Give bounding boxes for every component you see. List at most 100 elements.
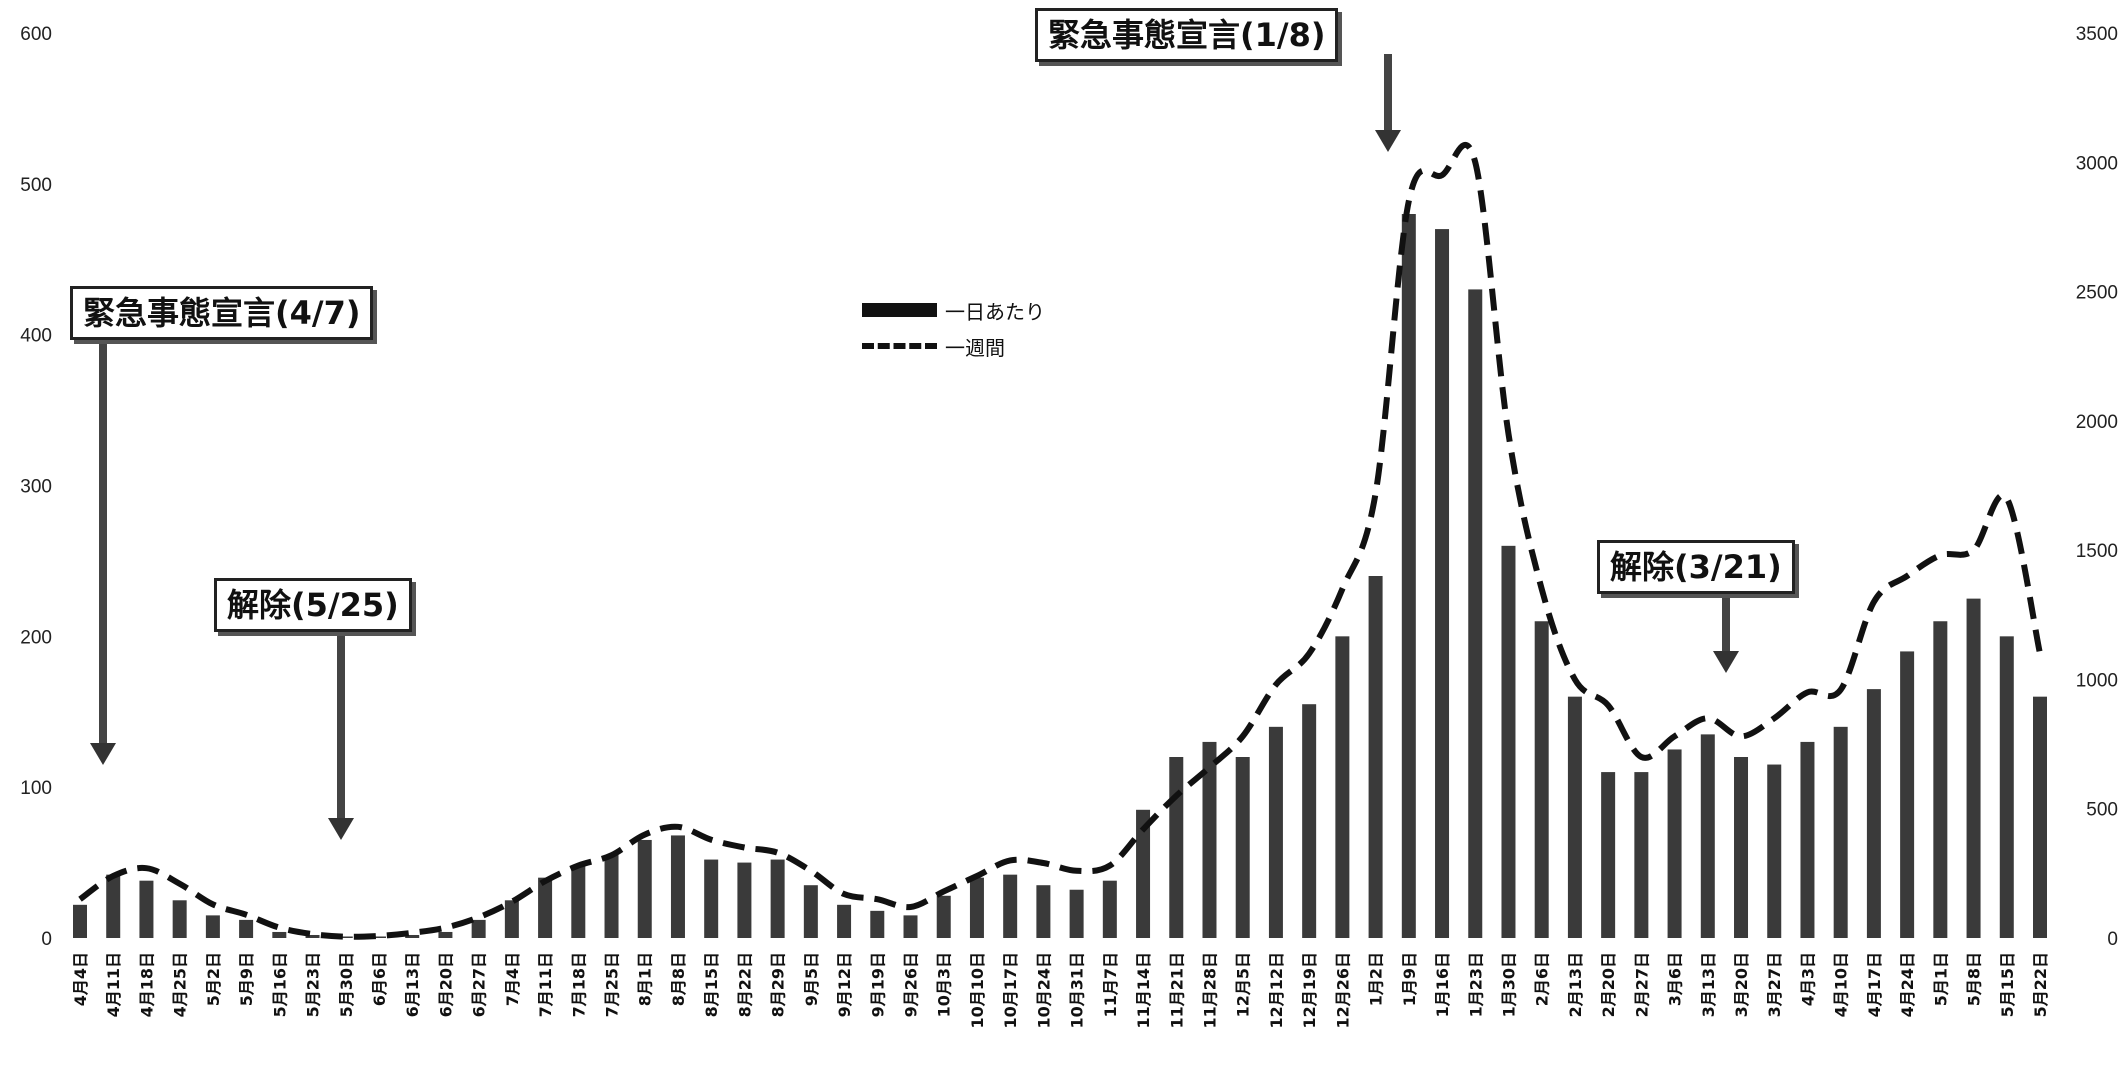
daily-bar: [1468, 289, 1483, 939]
daily-bar: [1202, 741, 1217, 938]
legend-item-weekly: 一週間: [862, 328, 1045, 364]
legend-swatch-bar: [862, 303, 937, 317]
y-left-tick-label: 100: [20, 778, 52, 799]
annotation-arrow-head: [1713, 651, 1739, 673]
daily-bar: [172, 900, 187, 938]
x-tick-label: 10月17日: [1001, 952, 1020, 1029]
annotation-lift-5-25: 解除(5/25): [214, 578, 412, 632]
daily-bar: [1800, 741, 1815, 938]
y-right-tick-label: 2000: [2076, 412, 2118, 433]
x-tick-label: 6月20日: [436, 952, 455, 1017]
y-left-tick-label: 500: [20, 175, 52, 196]
daily-bar: [1136, 809, 1151, 938]
x-tick-label: 3月27日: [1765, 952, 1784, 1017]
daily-bar: [1401, 214, 1416, 938]
x-tick-label: 7月18日: [569, 952, 588, 1017]
legend-item-daily: 一日あたり: [862, 292, 1045, 328]
x-tick-label: 10月24日: [1034, 952, 1053, 1029]
x-tick-label: 3月6日: [1666, 952, 1685, 1006]
daily-bar: [1734, 757, 1749, 938]
x-tick-label: 2月20日: [1599, 952, 1618, 1017]
x-tick-label: 11月28日: [1200, 952, 1219, 1029]
daily-bar: [870, 910, 885, 938]
y-right-tick-label: 3500: [2076, 24, 2118, 45]
x-tick-label: 1月30日: [1499, 952, 1518, 1017]
x-tick-label: 4月3日: [1798, 952, 1817, 1006]
daily-bar: [471, 919, 486, 938]
daily-bar: [1268, 726, 1283, 938]
daily-bar: [1501, 545, 1516, 938]
y-right-tick-label: 0: [2107, 929, 2118, 950]
x-tick-label: 9月19日: [868, 952, 887, 1017]
annotation-arrow-head: [328, 818, 354, 840]
daily-bar: [1567, 696, 1582, 938]
x-tick-label: 10月10日: [968, 952, 987, 1029]
daily-bar: [1435, 229, 1450, 939]
daily-bar: [704, 859, 719, 938]
x-tick-label: 6月27日: [470, 952, 489, 1017]
daily-bar: [438, 931, 453, 938]
x-tick-label: 9月26日: [902, 952, 921, 1017]
daily-bar: [1966, 598, 1981, 938]
daily-bar: [504, 900, 519, 938]
x-tick-label: 1月23日: [1466, 952, 1485, 1017]
y-left-tick-label: 600: [20, 24, 52, 45]
x-tick-label: 8月15日: [702, 952, 721, 1017]
daily-bar: [770, 859, 785, 938]
x-tick-label: 12月5日: [1234, 952, 1253, 1017]
weekly-line: [78, 141, 2043, 940]
daily-bars: [73, 214, 2047, 939]
x-tick-label: 5月22日: [2031, 952, 2050, 1017]
daily-bar: [903, 915, 918, 938]
x-tick-label: 4月17日: [1865, 952, 1884, 1017]
daily-bar: [305, 934, 320, 938]
daily-bar: [1767, 764, 1782, 938]
x-tick-label: 7月11日: [536, 952, 555, 1017]
x-tick-label: 4月24日: [1898, 952, 1917, 1017]
x-tick-label: 2月27日: [1632, 952, 1651, 1017]
x-tick-label: 5月2日: [204, 952, 223, 1006]
x-tick-label: 5月30日: [337, 952, 356, 1017]
annotation-arrows: [90, 54, 1739, 840]
daily-bar: [1368, 576, 1383, 938]
x-tick-label: 11月21日: [1167, 952, 1186, 1029]
daily-bar: [405, 934, 420, 938]
x-tick-label: 8月8日: [669, 952, 688, 1006]
daily-bar: [1999, 636, 2014, 938]
x-tick-label: 12月26日: [1333, 952, 1352, 1029]
x-tick-label: 7月4日: [503, 952, 522, 1006]
x-tick-label: 4月25日: [171, 952, 190, 1017]
daily-bar: [1833, 726, 1848, 938]
x-tick-label: 9月12日: [835, 952, 854, 1017]
x-tick-label: 5月23日: [304, 952, 323, 1017]
x-tick-label: 5月15日: [1998, 952, 2017, 1017]
x-tick-label: 10月3日: [935, 952, 954, 1017]
legend-label-weekly: 一週間: [945, 335, 1005, 360]
daily-bar: [1933, 621, 1948, 938]
axes: 0 100 200 300 400 500 600 0 500 1000 1500 2000 2500 3…: [20, 24, 2118, 950]
x-tick-label: 7月25日: [603, 952, 622, 1017]
daily-bar: [106, 874, 121, 938]
daily-bar: [670, 835, 685, 938]
x-tick-label: 2月6日: [1533, 952, 1552, 1006]
daily-bar: [1634, 772, 1649, 938]
annotation-emergency-1-8: 緊急事態宣言(1/8): [1035, 8, 1339, 62]
x-tick-label: 5月9日: [237, 952, 256, 1006]
x-tick-label: 4月11日: [104, 952, 123, 1017]
daily-bar: [1169, 757, 1184, 938]
daily-bar: [1102, 880, 1117, 938]
x-tick-label: 5月1日: [1931, 952, 1950, 1006]
daily-bar: [1900, 651, 1915, 938]
x-tick-label: 8月22日: [735, 952, 754, 1017]
daily-bar: [538, 877, 553, 938]
x-tick-label: 5月8日: [1965, 952, 1984, 1006]
daily-bar: [1700, 734, 1715, 938]
daily-bar: [2033, 696, 2047, 938]
daily-bar: [1335, 636, 1350, 938]
daily-bar: [1302, 704, 1317, 938]
x-tick-label: 2月13日: [1566, 952, 1585, 1017]
x-tick-label: 6月6日: [370, 952, 389, 1006]
daily-bar: [571, 865, 586, 938]
daily-bar: [1667, 749, 1682, 938]
